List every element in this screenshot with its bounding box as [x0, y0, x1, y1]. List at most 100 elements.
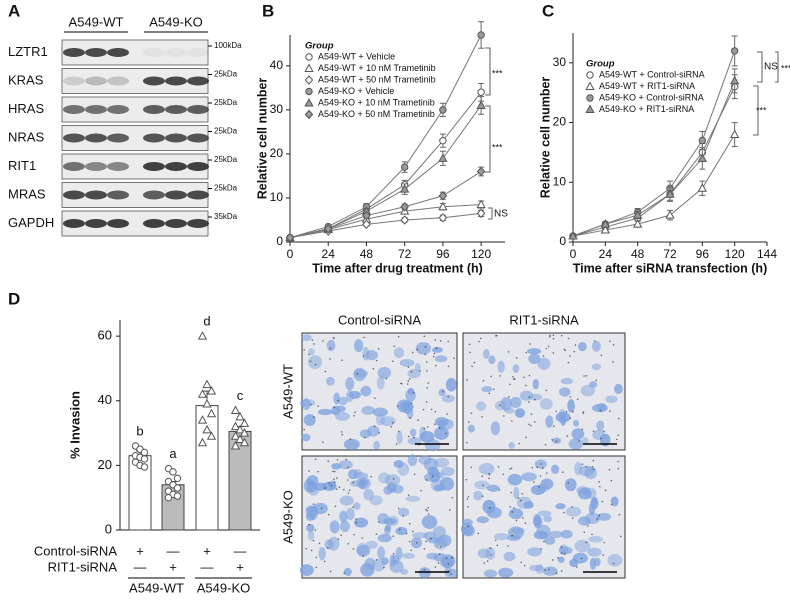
cell: [308, 348, 315, 356]
point: [400, 215, 409, 225]
bracket: [757, 51, 763, 83]
pore: [467, 525, 469, 528]
pore: [471, 365, 473, 368]
cell: [572, 419, 580, 427]
pore: [544, 569, 546, 571]
cell: [352, 502, 361, 510]
blot-band: [187, 76, 209, 86]
blot-band: [63, 133, 85, 143]
pore: [347, 542, 350, 545]
pore: [303, 428, 306, 431]
cell: [545, 415, 554, 428]
pore: [536, 466, 538, 468]
cell: [511, 527, 525, 534]
marker-label: 25kDa: [214, 127, 238, 136]
cell: [578, 516, 591, 526]
significance-letter: d: [203, 314, 210, 329]
pore: [347, 492, 350, 494]
point: [697, 153, 707, 162]
condition-sign: +: [169, 559, 177, 574]
cell: [565, 506, 582, 517]
legend-label: A549-WT + 10 nM Trametinib: [318, 63, 436, 73]
blot-band: [143, 48, 165, 57]
cell: [473, 490, 483, 501]
pore: [583, 531, 586, 534]
cell: [329, 520, 340, 534]
cell: [331, 405, 340, 416]
cell: [419, 431, 435, 443]
cell: [318, 546, 326, 561]
cell: [574, 539, 591, 553]
point: [665, 189, 675, 198]
pore: [354, 411, 356, 413]
pore: [353, 533, 355, 536]
cell: [493, 532, 509, 541]
pore: [551, 439, 553, 441]
point: [239, 428, 250, 437]
cell: [395, 546, 403, 560]
pore: [425, 479, 428, 481]
point: [730, 129, 740, 139]
cell: [369, 495, 383, 506]
pore: [515, 357, 518, 359]
pore: [555, 572, 558, 575]
panel-label: B: [262, 1, 274, 20]
pore: [530, 424, 532, 427]
blot-band: [187, 190, 209, 200]
cell: [418, 455, 432, 465]
pore: [574, 344, 577, 346]
cell: [301, 433, 311, 442]
row-label: A549-WT: [280, 364, 295, 419]
pore: [423, 335, 426, 338]
pore: [604, 489, 607, 492]
cell: [376, 376, 385, 390]
pore: [410, 549, 413, 552]
pore: [416, 348, 419, 351]
pore: [317, 470, 319, 473]
x-tick-label: 72: [663, 247, 677, 261]
pore: [560, 546, 563, 549]
pore: [518, 442, 521, 445]
cell: [432, 346, 443, 353]
point: [230, 440, 241, 450]
pore: [552, 559, 554, 561]
pore: [598, 514, 601, 517]
cell: [414, 363, 421, 372]
pore: [439, 340, 442, 342]
pore: [435, 364, 437, 367]
point: [140, 455, 149, 463]
pore: [448, 509, 451, 511]
cell: [409, 428, 417, 437]
cell: [481, 386, 493, 393]
pore: [534, 398, 536, 401]
pore: [525, 436, 527, 439]
pore: [372, 367, 375, 370]
cell: [353, 339, 364, 353]
pore: [478, 340, 480, 343]
pore: [593, 340, 596, 342]
pore: [374, 397, 376, 400]
pore: [580, 557, 583, 560]
cell: [462, 525, 475, 537]
pore: [469, 351, 471, 354]
cell: [317, 408, 333, 416]
y-axis-label: % Invasion: [67, 391, 82, 459]
point: [600, 225, 610, 234]
x-tick-label: 48: [631, 247, 645, 261]
row-label: A549-KO: [280, 490, 295, 543]
pore: [315, 556, 318, 559]
pore: [543, 540, 545, 543]
pore: [470, 466, 473, 469]
cell: [530, 484, 546, 496]
x-tick-label: 120: [725, 247, 745, 261]
pore: [390, 425, 393, 428]
pore: [468, 343, 471, 346]
pore: [352, 506, 354, 508]
group-label: A549-KO: [149, 14, 202, 29]
micrograph-bg: [301, 332, 458, 451]
panel-label: C: [542, 1, 554, 20]
cell: [591, 340, 601, 352]
cell: [339, 510, 348, 523]
pore: [308, 353, 310, 356]
point: [173, 474, 182, 483]
